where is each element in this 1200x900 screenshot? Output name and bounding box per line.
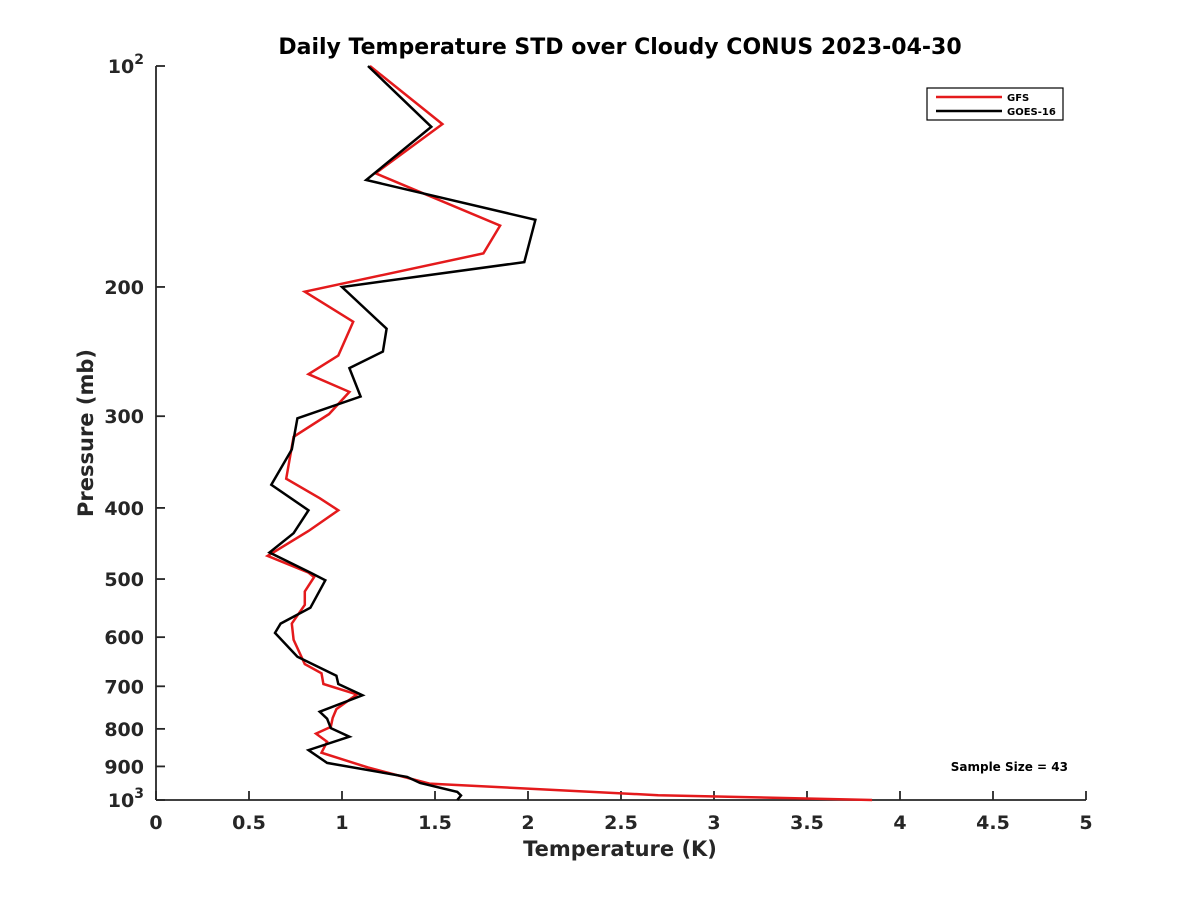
plot-area: 0 0.5 1 1.5 2 2.5 3 3.5 4 4.5 5 102 200 300 400 500 600… <box>104 52 1092 834</box>
legend-box <box>926 87 1064 121</box>
x-tick-label: 2.5 <box>604 812 638 834</box>
y-axis-label: Pressure (mb) <box>74 349 98 517</box>
x-tick-label: 0 <box>149 812 162 834</box>
y-tick-label: 300 <box>104 406 144 428</box>
x-tick-label: 4.5 <box>976 812 1010 834</box>
y-tick-label: 400 <box>104 498 144 520</box>
series-line-gfs <box>264 65 873 802</box>
x-tick-label: 4 <box>893 812 906 834</box>
x-tick-label: 2 <box>521 812 534 834</box>
series-lines <box>264 65 873 802</box>
sample-size-annotation: Sample Size = 43 <box>951 760 1068 774</box>
y-tick-label: 600 <box>104 627 144 649</box>
y-tick-label: 200 <box>104 277 144 299</box>
y-tick-label: 500 <box>104 569 144 591</box>
x-axis-label: Temperature (K) <box>523 837 717 861</box>
legend: GFS GOES-16 <box>926 87 1064 121</box>
x-tick-label: 3 <box>707 812 720 834</box>
legend-label-goes16: GOES-16 <box>1007 107 1056 118</box>
y-tick-label: 103 <box>108 786 144 812</box>
y-tick-label: 900 <box>104 756 144 778</box>
y-tick-label: 700 <box>104 676 144 698</box>
series-line-goes16 <box>267 65 537 801</box>
chart-title: Daily Temperature STD over Cloudy CONUS … <box>278 35 961 60</box>
x-ticks: 0 0.5 1 1.5 2 2.5 3 3.5 4 4.5 5 <box>149 791 1093 834</box>
x-tick-label: 5 <box>1079 812 1092 834</box>
x-tick-label: 1.5 <box>418 812 452 834</box>
x-tick-label: 3.5 <box>790 812 824 834</box>
y-tick-label: 800 <box>104 719 144 741</box>
x-tick-label: 0.5 <box>232 812 266 834</box>
y-tick-label: 102 <box>108 52 144 78</box>
legend-label-gfs: GFS <box>1007 93 1029 104</box>
y-ticks: 102 200 300 400 500 600 700 800 900 103 <box>104 52 165 812</box>
x-tick-label: 1 <box>335 812 348 834</box>
